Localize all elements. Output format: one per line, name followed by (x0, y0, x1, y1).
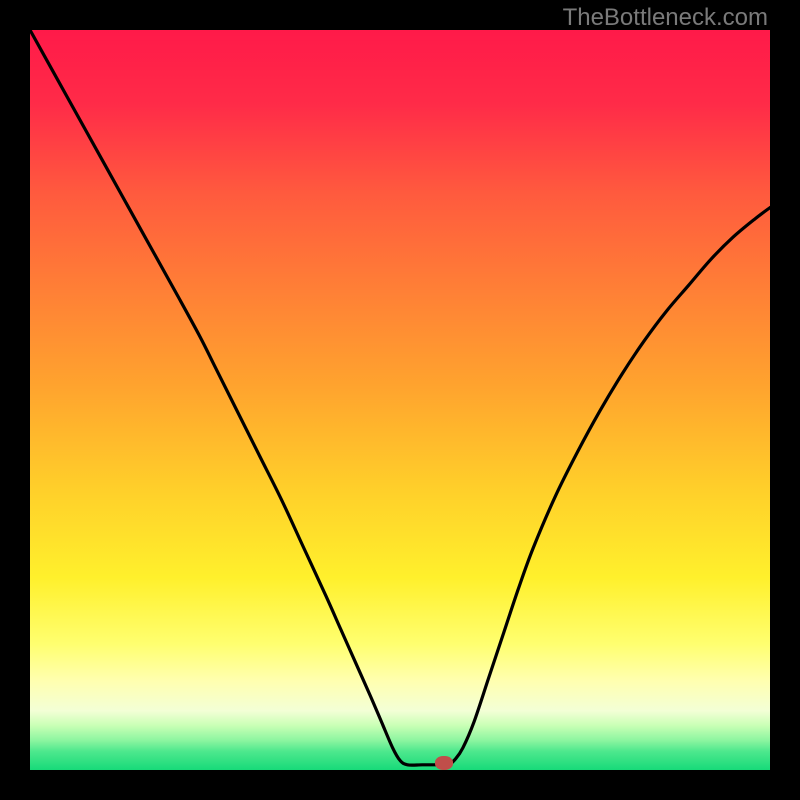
watermark-label: TheBottleneck.com (563, 4, 768, 32)
plot-area (30, 30, 770, 770)
chart-viewport: TheBottleneck.com (0, 0, 800, 800)
target-marker (435, 756, 453, 770)
bottleneck-curve (30, 30, 770, 770)
